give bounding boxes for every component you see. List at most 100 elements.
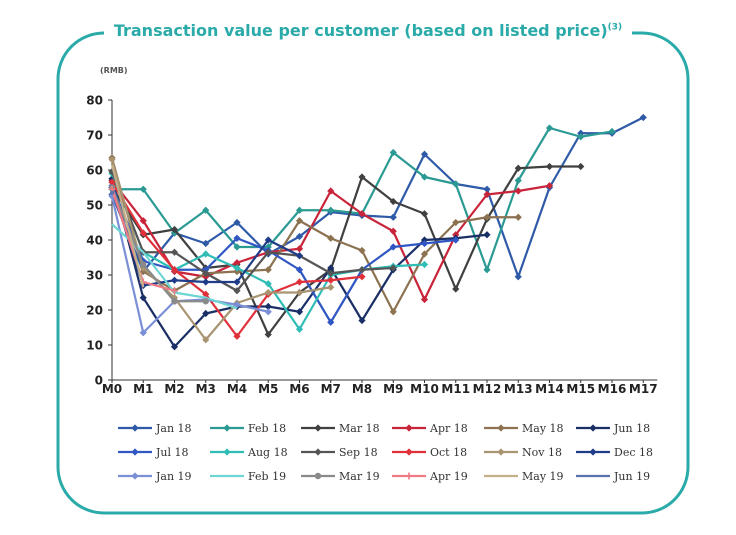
data-point <box>389 213 397 221</box>
data-point <box>295 245 304 253</box>
data-point <box>327 264 335 272</box>
data-point <box>295 325 304 333</box>
legend-swatch-marker <box>314 424 322 432</box>
data-point <box>389 227 397 235</box>
legend-label: Nov 18 <box>522 446 562 459</box>
legend-label: Jan 19 <box>155 470 192 483</box>
data-point <box>452 236 460 244</box>
legend-label: Apr 19 <box>429 470 468 483</box>
y-unit-label: (RMB) <box>100 66 128 75</box>
y-tick-label: 10 <box>86 339 103 353</box>
data-point <box>139 329 147 337</box>
legend-item: Oct 18 <box>392 446 467 459</box>
x-tick-label: M12 <box>473 382 502 396</box>
data-point <box>202 336 210 344</box>
data-point <box>577 133 585 141</box>
x-tick-label: M16 <box>598 382 627 396</box>
series-line <box>110 157 519 313</box>
legend-label: Sep 18 <box>339 446 378 459</box>
legend-label: Jan 18 <box>155 422 192 435</box>
series-jun-19 <box>110 190 114 195</box>
data-point <box>327 206 335 214</box>
legend-label: Jul 18 <box>155 446 189 459</box>
series-line <box>110 171 394 292</box>
data-point <box>358 210 366 218</box>
legend-swatch-marker <box>497 448 505 456</box>
x-tick-label: M15 <box>566 382 595 396</box>
data-point <box>170 266 179 274</box>
data-point <box>202 309 210 318</box>
x-tick-label: M0 <box>102 382 122 396</box>
x-tick-label: M1 <box>133 382 153 396</box>
legend-item: Feb 18 <box>210 422 286 435</box>
y-tick-label: 40 <box>86 234 103 248</box>
data-point <box>608 127 616 136</box>
y-tick-label: 30 <box>86 269 103 283</box>
legend-item: Apr 18 <box>392 422 468 435</box>
legend-label: Oct 18 <box>430 446 467 459</box>
legend-swatch-marker <box>314 472 322 480</box>
series-line <box>110 159 331 341</box>
data-point <box>295 266 304 274</box>
x-tick-label: M13 <box>504 382 533 396</box>
x-tick-label: M14 <box>535 382 564 396</box>
data-point <box>264 330 272 339</box>
data-point <box>483 266 491 274</box>
data-point <box>233 278 241 286</box>
series-line <box>110 116 644 278</box>
legend-item: Aug 18 <box>210 446 288 459</box>
data-point <box>327 283 335 291</box>
data-point <box>358 316 366 325</box>
data-point <box>327 234 335 242</box>
legend-item: Mar 19 <box>301 470 380 483</box>
data-point <box>108 155 116 164</box>
x-tick-label: M4 <box>227 382 247 396</box>
data-point <box>233 264 241 272</box>
data-point <box>202 250 210 258</box>
data-point <box>545 124 554 132</box>
legend-swatch-marker <box>223 448 231 456</box>
data-point <box>295 206 304 214</box>
data-point <box>139 229 147 237</box>
legend-item: May 19 <box>484 470 564 483</box>
y-tick-label: 60 <box>86 164 103 178</box>
legend-label: May 18 <box>522 422 564 435</box>
legend-item: Dec 18 <box>576 446 653 459</box>
data-point <box>327 269 335 277</box>
data-point <box>389 197 397 206</box>
data-point <box>202 269 210 277</box>
series-line <box>110 185 456 324</box>
x-tick-label: M5 <box>258 382 278 396</box>
data-point <box>108 192 116 200</box>
data-point <box>202 298 209 305</box>
data-point <box>420 150 429 158</box>
x-tick-label: M10 <box>410 382 439 396</box>
legend-label: Dec 18 <box>614 446 653 459</box>
data-point <box>389 243 397 251</box>
data-point <box>202 206 210 214</box>
legend-label: Mar 19 <box>339 470 380 483</box>
legend-swatch-marker <box>314 448 322 456</box>
data-point <box>514 164 522 172</box>
data-point <box>483 231 491 239</box>
data-point <box>420 210 429 218</box>
x-tick-label: M7 <box>321 382 341 396</box>
legend-item: Jun 19 <box>576 470 650 483</box>
legend-swatch-marker <box>405 424 413 432</box>
data-point <box>452 218 460 227</box>
series-apr-19 <box>108 185 178 295</box>
legend-swatch-marker <box>497 424 505 432</box>
data-point <box>420 239 429 248</box>
data-point <box>233 234 241 242</box>
data-point <box>233 287 241 295</box>
data-point <box>295 232 304 241</box>
legend-label: Feb 18 <box>248 422 286 435</box>
legend-label: Mar 18 <box>339 422 380 435</box>
data-point <box>389 264 397 272</box>
data-point <box>452 285 460 293</box>
data-point <box>202 239 210 248</box>
data-point <box>295 278 304 286</box>
data-point <box>327 187 335 195</box>
data-point <box>170 276 179 284</box>
